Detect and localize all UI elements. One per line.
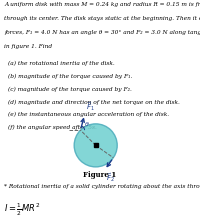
Text: (a) the rotational inertia of the disk.: (a) the rotational inertia of the disk. (8, 61, 115, 66)
Circle shape (74, 124, 117, 167)
Text: forces, F₁ = 4.0 N has an angle θ = 30° and F₂ = 3.0 N along tangential directio: forces, F₁ = 4.0 N has an angle θ = 30° … (4, 30, 200, 35)
Text: (b) magnitude of the torque caused by F₁.: (b) magnitude of the torque caused by F₁… (8, 74, 132, 79)
Text: (c) magnitude of the torque caused by F₂.: (c) magnitude of the torque caused by F₂… (8, 87, 132, 92)
Text: $\theta$: $\theta$ (84, 120, 90, 128)
Text: (e) the instantaneous angular acceleration of the disk.: (e) the instantaneous angular accelerati… (8, 112, 169, 117)
Text: A uniform disk with mass M = 0.24 kg and radius R = 0.15 m is free to rotate abo: A uniform disk with mass M = 0.24 kg and… (4, 2, 200, 7)
Text: $\vec{F}_1$: $\vec{F}_1$ (86, 101, 94, 113)
Text: in figure 1. Find: in figure 1. Find (4, 44, 52, 49)
Text: (f) the angular speed after 5s.: (f) the angular speed after 5s. (8, 125, 97, 130)
Text: (d) magnitude and direction of the net torque on the disk.: (d) magnitude and direction of the net t… (8, 99, 180, 105)
Text: $I = \frac{1}{2}MR^2$: $I = \frac{1}{2}MR^2$ (4, 202, 40, 218)
Text: $\vec{F}_2$: $\vec{F}_2$ (106, 171, 115, 184)
Text: through its center. The disk stays static at the beginning. Then it experienced : through its center. The disk stays stati… (4, 16, 200, 21)
Text: * Rotational inertia of a solid cylinder rotating about the axis through the cen: * Rotational inertia of a solid cylinder… (4, 184, 200, 189)
Text: Figure 1: Figure 1 (83, 171, 117, 179)
